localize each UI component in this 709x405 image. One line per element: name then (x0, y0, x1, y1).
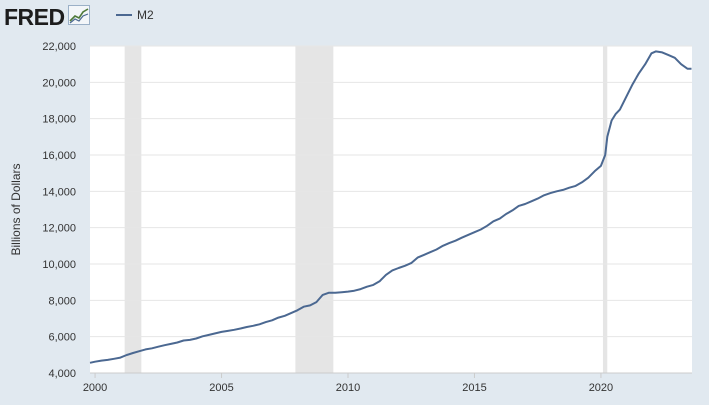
recession-band-2 (295, 46, 334, 373)
y-tick-label: 22,000 (42, 41, 76, 53)
y-tick-label: 20,000 (42, 77, 76, 89)
fred-logo[interactable]: FRED (4, 3, 65, 30)
x-tick-label: 2020 (589, 382, 613, 394)
fred-header: FRED (4, 3, 90, 31)
x-tick-label: 2015 (462, 382, 486, 394)
y-tick-label: 8,000 (48, 295, 76, 307)
axes: 4,000 6,000 8,000 10,000 12,000 14,000 16,000 1… (42, 41, 692, 394)
chart-legend: M2 (116, 8, 154, 22)
y-tick-label: 6,000 (48, 332, 76, 344)
y-axis-label: Billions of Dollars (9, 163, 23, 255)
fred-chart-icon (67, 5, 90, 29)
y-tick-label: 14,000 (42, 186, 76, 198)
x-tick-label: 2010 (336, 382, 360, 394)
gridlines (90, 45, 692, 374)
legend-swatch-m2 (116, 14, 132, 16)
recession-band-3 (602, 46, 608, 373)
y-tick-label: 18,000 (42, 114, 76, 126)
recession-band-1 (124, 46, 142, 373)
y-tick-label: 10,000 (42, 259, 76, 271)
x-tick-label: 2000 (83, 382, 107, 394)
y-tick-label: 12,000 (42, 223, 76, 235)
legend-label-m2: M2 (137, 8, 154, 22)
x-tick-label: 2005 (209, 382, 233, 394)
series-group (89, 50, 692, 364)
y-tick-label: 4,000 (48, 368, 76, 380)
recession-shading-group (124, 46, 608, 373)
y-tick-label: 16,000 (42, 150, 76, 162)
series-line-m2 (89, 50, 692, 364)
plot-area (90, 46, 692, 373)
